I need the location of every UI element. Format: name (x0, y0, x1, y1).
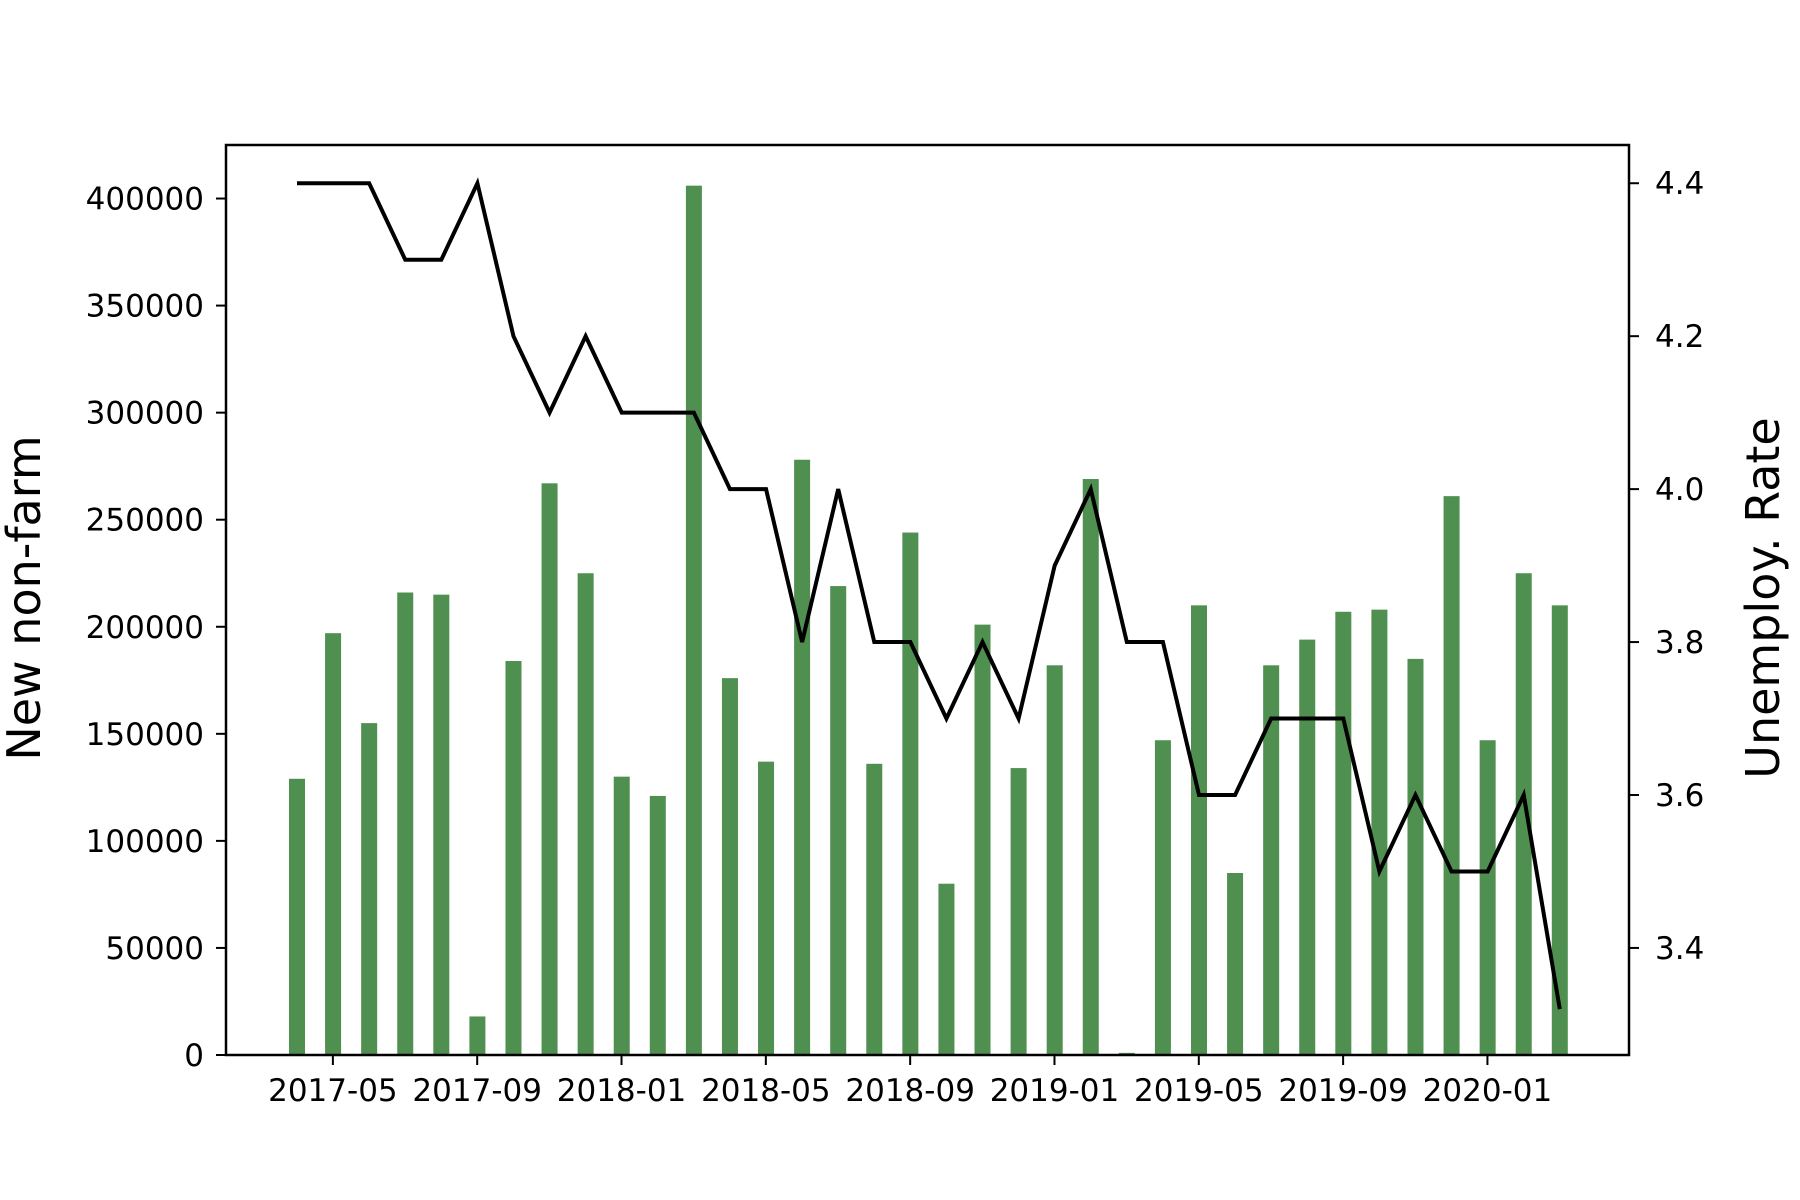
bar (1407, 658, 1424, 1055)
bar (1191, 605, 1207, 1055)
left-tick-label: 50000 (105, 931, 204, 967)
bar-series (289, 185, 1568, 1055)
x-tick-label: 2017-09 (412, 1073, 542, 1109)
left-tick-label: 150000 (86, 717, 204, 753)
bar (397, 592, 414, 1055)
bar (433, 594, 450, 1055)
right-tick-label: 3.8 (1655, 625, 1704, 661)
x-tick-label: 2019-09 (1278, 1073, 1408, 1109)
left-tick-label: 350000 (86, 289, 204, 325)
bar (613, 776, 630, 1055)
bar (1479, 740, 1496, 1055)
bar (1551, 605, 1568, 1055)
right-tick-label: 4.4 (1655, 166, 1704, 202)
x-axis: 2017-05 2017-09 2018-01 2018-05 2018-09 2019-… (268, 1055, 1552, 1109)
bar (721, 678, 738, 1055)
bar (1371, 609, 1388, 1055)
left-axis-label: New non-farm (0, 435, 51, 760)
bar (1227, 873, 1244, 1055)
x-tick-label: 2019-05 (1134, 1073, 1264, 1109)
right-tick-label: 4.0 (1655, 472, 1704, 508)
left-tick-label: 200000 (86, 610, 204, 646)
x-tick-label: 2018-01 (557, 1073, 687, 1109)
unemployment-line (297, 177, 1562, 1010)
bar (830, 586, 847, 1055)
bar (938, 883, 955, 1055)
bar (794, 459, 811, 1055)
right-axis-label: Unemploy. Rate (1736, 417, 1790, 778)
right-tick-label: 4.2 (1655, 319, 1704, 355)
bar (1082, 479, 1099, 1055)
left-tick-label: 100000 (86, 824, 204, 860)
x-tick-label: 2017-05 (268, 1073, 398, 1109)
bar (1443, 496, 1460, 1055)
bar (974, 624, 991, 1055)
bar (577, 573, 594, 1055)
bar (469, 1016, 486, 1055)
x-tick-label: 2018-05 (701, 1073, 831, 1109)
plot-frame (224, 143, 1631, 1057)
x-tick-label: 2020-01 (1423, 1073, 1553, 1109)
left-y-axis: 0 50000 100000 150000 200000 250000 300000 3500… (86, 182, 226, 1074)
bar (685, 185, 702, 1055)
x-tick-label: 2018-09 (845, 1073, 975, 1109)
left-tick-label: 250000 (86, 503, 204, 539)
bar (505, 661, 522, 1055)
bar (758, 761, 775, 1055)
bar (325, 633, 342, 1055)
bar (1263, 665, 1280, 1055)
x-tick-label: 2019-01 (990, 1073, 1120, 1109)
bar (1010, 768, 1027, 1055)
left-tick-label: 400000 (86, 182, 204, 218)
bar (866, 763, 883, 1055)
bar (902, 532, 919, 1055)
right-y-axis: 3.4 3.6 3.8 4.0 4.2 4.4 (1629, 166, 1704, 967)
bar (1046, 665, 1063, 1055)
bar (1154, 740, 1171, 1055)
bar (649, 795, 666, 1055)
bar (289, 778, 305, 1055)
bar (541, 483, 558, 1055)
bar (1335, 611, 1352, 1055)
left-tick-label: 0 (184, 1038, 204, 1074)
bar (1515, 573, 1532, 1055)
line-series (297, 177, 1562, 1010)
right-tick-label: 3.4 (1655, 931, 1704, 967)
bar (361, 723, 378, 1055)
bar (1299, 639, 1316, 1055)
right-tick-label: 3.6 (1655, 778, 1704, 814)
left-tick-label: 300000 (86, 396, 204, 432)
